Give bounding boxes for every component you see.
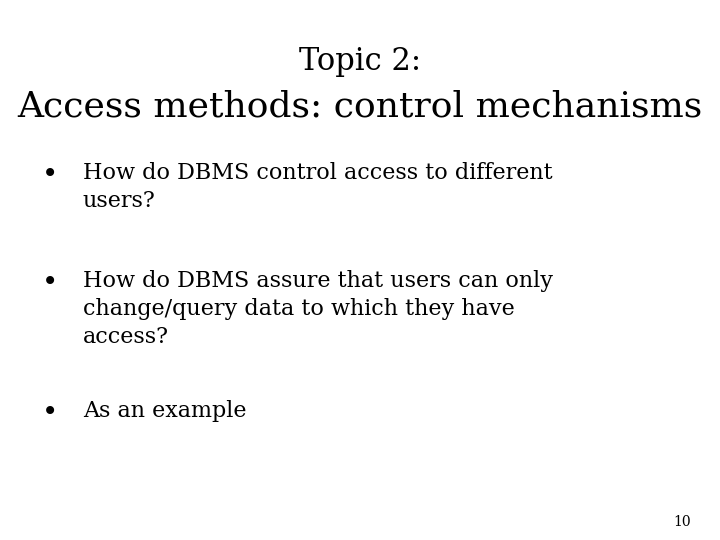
Text: As an example: As an example [83,400,246,422]
Text: •: • [42,162,58,189]
Text: Access methods: control mechanisms: Access methods: control mechanisms [17,89,703,123]
Text: •: • [42,400,58,427]
Text: 10: 10 [674,515,691,529]
Text: •: • [42,270,58,297]
Text: How do DBMS assure that users can only
change/query data to which they have
acce: How do DBMS assure that users can only c… [83,270,553,348]
Text: Topic 2:: Topic 2: [299,46,421,77]
Text: How do DBMS control access to different
users?: How do DBMS control access to different … [83,162,552,212]
